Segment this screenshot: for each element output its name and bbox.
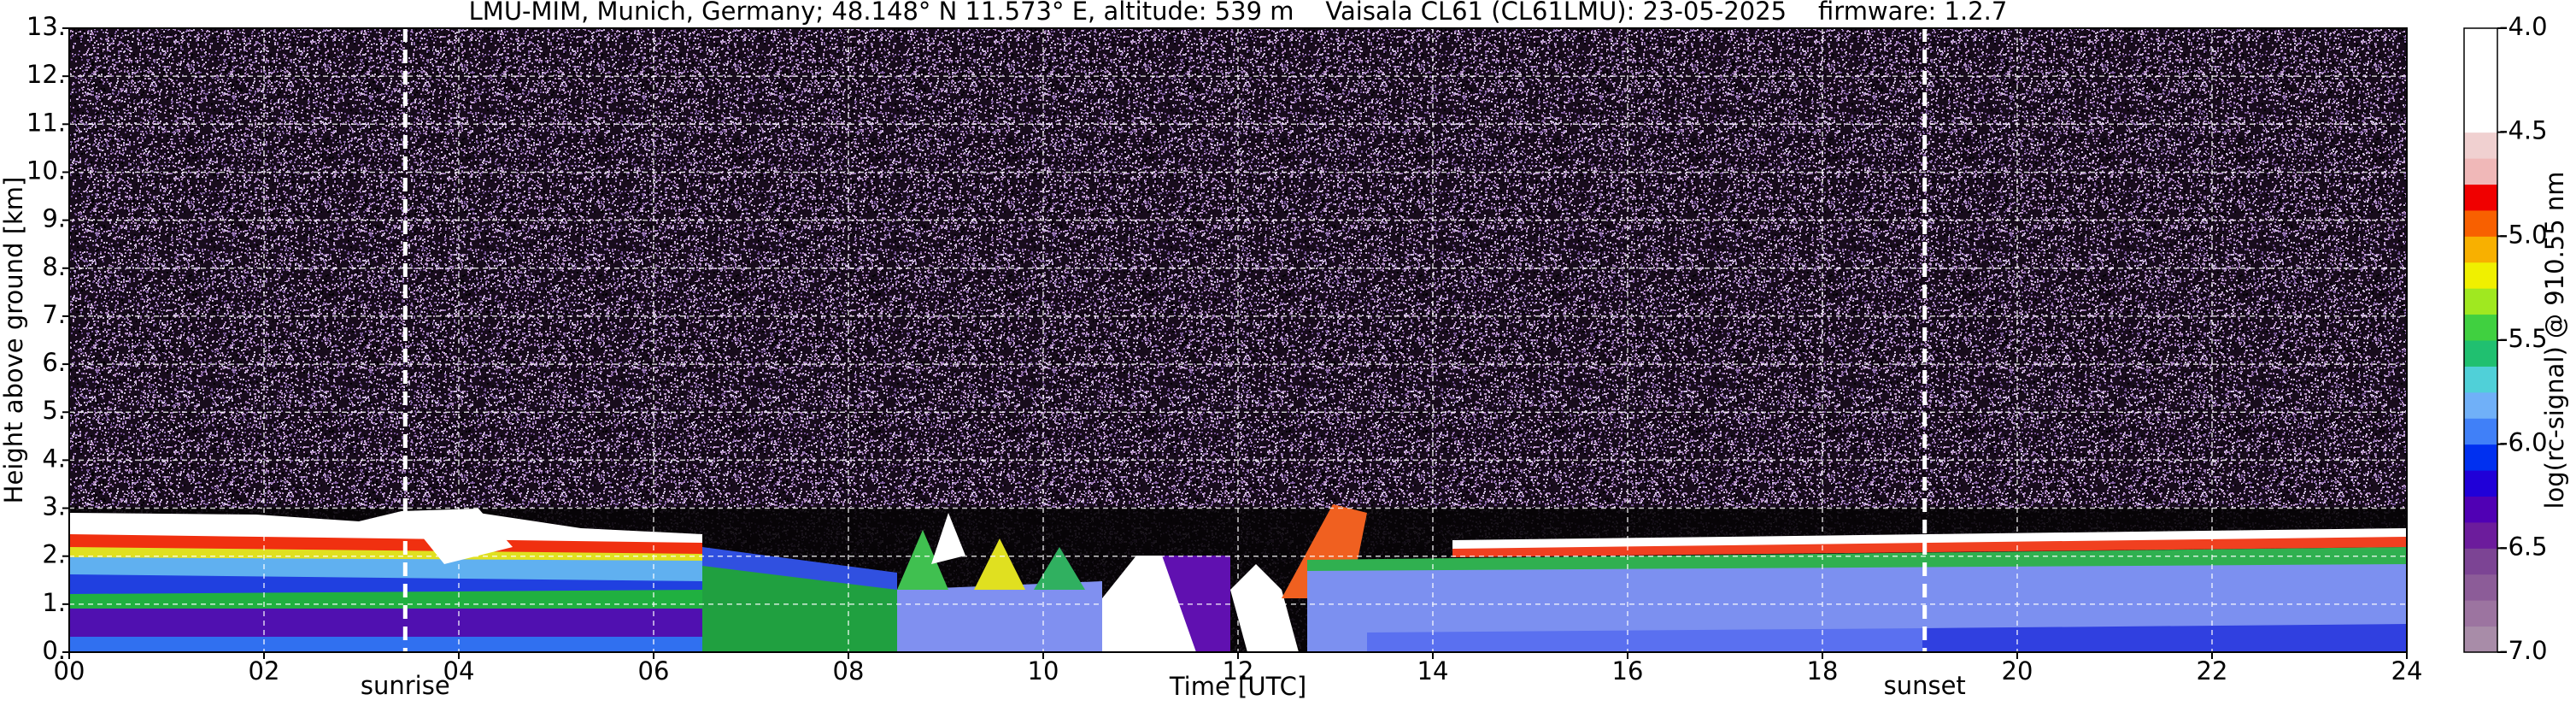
colorbar-label: log(rc-signal) @ 910.55 nm (2540, 171, 2569, 509)
x-tick-label: 00 (54, 656, 85, 685)
colorbar-swatch (2464, 262, 2497, 289)
colorbar-swatch (2464, 158, 2497, 185)
colorbar-swatch (2464, 548, 2497, 575)
y-tick-label: 11. (26, 108, 66, 137)
y-tick-label: 0. (42, 636, 66, 665)
colorbar-swatch (2464, 340, 2497, 367)
y-axis-label: Height above ground [km] (0, 177, 28, 504)
x-tick-label: 22 (2197, 656, 2228, 685)
backscatter-field (69, 504, 2407, 652)
colorbar-tick-label: -7.0 (2499, 636, 2548, 665)
y-tick-label: 6. (42, 348, 66, 377)
x-tick-label: 16 (1612, 656, 1644, 685)
colorbar-tick-label: -6.5 (2499, 532, 2548, 561)
x-tick-label: 24 (2391, 656, 2423, 685)
colorbar-tick-label: -4.5 (2499, 116, 2548, 145)
x-tick-label: 20 (2002, 656, 2033, 685)
axes: 00 02 04 06 08 10 12 14 16 18 20 22 24 0. 1. 2. 3. 4. 5. 6.… (26, 12, 2548, 700)
colorbar-tick-label: -5.0 (2499, 220, 2548, 249)
colorbar-swatch (2464, 444, 2497, 471)
colorbar-tick-label: -6.0 (2499, 428, 2548, 457)
annotation-label: sunrise (361, 671, 450, 700)
colorbar-swatch (2464, 418, 2497, 445)
colorbar-swatch (2464, 106, 2497, 133)
colorbar-swatch (2464, 391, 2497, 419)
x-tick-label: 08 (833, 656, 865, 685)
colorbar-swatch (2464, 600, 2497, 627)
colorbar-swatch (2464, 28, 2497, 55)
colorbar-swatch (2464, 236, 2497, 263)
colorbar-swatch (2464, 54, 2497, 81)
y-tick-label: 8. (42, 252, 66, 281)
y-tick-label: 10. (26, 156, 66, 185)
colorbar-swatch (2464, 521, 2497, 549)
y-tick-label: 5. (42, 396, 66, 425)
colorbar-swatch (2464, 209, 2497, 237)
y-tick-label: 1. (42, 588, 66, 617)
colorbar-swatch (2464, 288, 2497, 315)
colorbar-swatch (2464, 184, 2497, 211)
plot-frame (68, 27, 2408, 653)
colorbar-swatch (2464, 366, 2497, 393)
y-tick-label: 9. (42, 204, 66, 233)
y-tick-label: 4. (42, 444, 66, 473)
y-tick-label: 2. (42, 540, 66, 569)
x-axis-label: Time [UTC] (1169, 672, 1306, 701)
x-tick-label: 12 (1223, 656, 1254, 685)
x-tick-label: 18 (1807, 656, 1839, 685)
y-tick-label: 12. (26, 60, 66, 89)
colorbar-swatch (2464, 132, 2497, 159)
colorbar-swatch (2464, 626, 2497, 653)
y-tick-label: 7. (42, 300, 66, 329)
colorbar-swatch (2464, 574, 2497, 601)
colorbar-swatch (2464, 79, 2497, 107)
colorbar-swatch (2464, 470, 2497, 497)
x-tick-label: 02 (249, 656, 280, 685)
y-tick-label: 3. (42, 492, 66, 521)
colorbar-tick-label: -5.5 (2499, 324, 2548, 353)
x-tick-label: 04 (443, 656, 475, 685)
x-tick-label: 06 (638, 656, 670, 685)
chart-title: LMU-MIM, Munich, Germany; 48.148° N 11.5… (469, 0, 2008, 26)
y-tick-label: 13. (26, 12, 66, 41)
colorbar-tick-label: -4.0 (2499, 12, 2548, 41)
annotation-label: sunset (1884, 671, 1966, 700)
x-tick-label: 14 (1417, 656, 1449, 685)
x-tick-label: 10 (1028, 656, 1059, 685)
colorbar-swatch (2464, 496, 2497, 523)
colorbar-swatch (2464, 314, 2497, 341)
